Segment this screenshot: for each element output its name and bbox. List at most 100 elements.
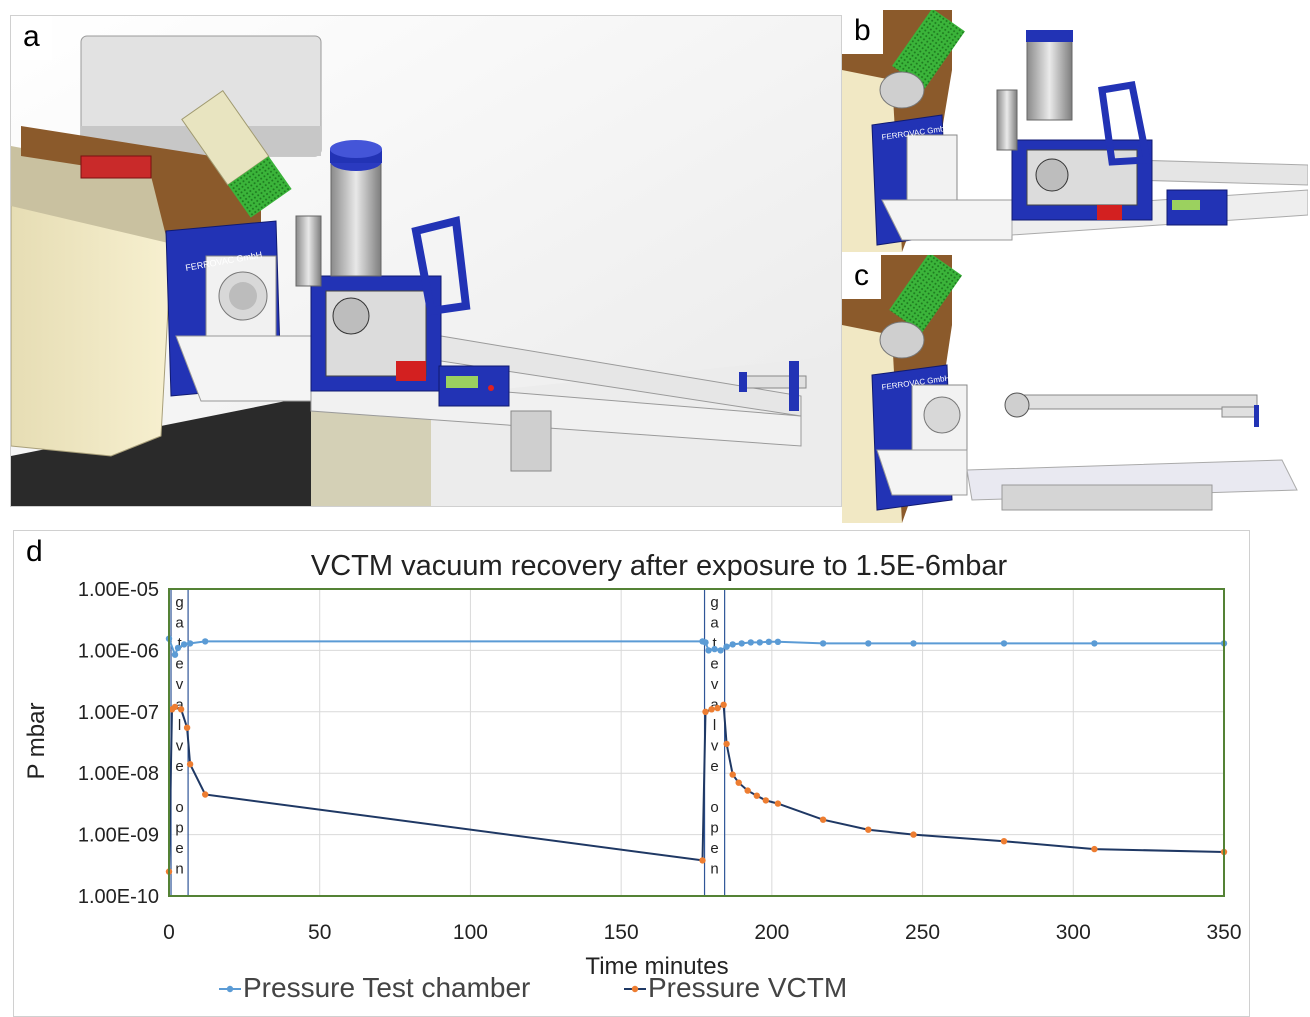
legend-label: Pressure Test chamber [243, 972, 530, 1003]
y-tick-label: 1.00E-08 [78, 763, 159, 785]
series-vctm [165, 701, 1228, 875]
annotation-letter: p [175, 820, 183, 837]
data-point [711, 645, 718, 653]
data-point [202, 791, 209, 798]
render-c-image: FERROVAC GmbH [842, 255, 1308, 523]
data-point [910, 640, 917, 647]
annotation-letter: l [178, 717, 181, 734]
annotation-letter: n [710, 861, 718, 878]
panel-label-b: b [842, 10, 883, 54]
data-point [756, 639, 763, 646]
series-line [168, 638, 1224, 658]
annotation-letter: t [712, 635, 717, 652]
data-point [174, 644, 182, 652]
annotation-letter: e [710, 840, 718, 857]
data-point [747, 639, 754, 646]
annotation-letter: e [175, 840, 183, 857]
data-point [738, 640, 745, 647]
data-point [702, 708, 709, 715]
annotation-letter: v [176, 738, 184, 755]
legend-label: Pressure VCTM [648, 972, 847, 1003]
data-point [171, 703, 179, 711]
x-tick-label: 50 [308, 921, 331, 944]
data-point [699, 857, 706, 864]
annotation-letter: v [176, 676, 184, 693]
panel-a-render: FERROVAC GmbH a [10, 15, 842, 507]
panel-c-render: FERROVAC GmbH c [842, 255, 1308, 523]
legend-marker [631, 985, 639, 993]
render-b-image: FERROVAC GmbH [842, 10, 1308, 252]
data-point [865, 640, 872, 647]
annotation-letter: a [710, 697, 719, 714]
annotation-letter: n [175, 861, 183, 878]
x-tick-label: 350 [1206, 921, 1241, 944]
legend-item: Pressure VCTM [624, 972, 847, 1003]
panel-label-a: a [11, 16, 52, 60]
y-axis-label: P mbar [23, 703, 50, 780]
data-point [762, 797, 769, 804]
data-point [717, 647, 724, 654]
data-point [202, 638, 209, 645]
data-point [865, 826, 872, 833]
annotation-letter: a [710, 615, 719, 632]
y-tick-label: 1.00E-05 [78, 579, 159, 601]
series-test-chamber [165, 635, 1228, 658]
annotation-letter: e [175, 656, 183, 673]
annotation-letter: a [175, 615, 184, 632]
data-point [910, 831, 917, 838]
render-a-image: FERROVAC GmbH [11, 16, 841, 506]
x-tick-label: 0 [163, 921, 175, 944]
data-point [705, 647, 712, 654]
y-tick-label: 1.00E-07 [78, 702, 159, 724]
data-point [729, 771, 736, 778]
x-tick-label: 300 [1056, 921, 1091, 944]
data-point [1091, 640, 1098, 647]
annotation-letter: o [710, 799, 718, 816]
data-point [1000, 838, 1008, 845]
panel-d-chart: VCTM vacuum recovery after exposure to 1… [13, 530, 1250, 1017]
data-point [177, 706, 185, 713]
data-point [1091, 845, 1098, 853]
data-point [729, 641, 736, 648]
chart-title: VCTM vacuum recovery after exposure to 1… [311, 550, 1008, 582]
panel-label-c: c [842, 255, 881, 299]
pressure-chart: VCTM vacuum recovery after exposure to 1… [23, 550, 1242, 1003]
y-tick-label: 1.00E-06 [78, 640, 159, 662]
panel-b-render: FERROVAC GmbH b [842, 10, 1308, 252]
annotation-letter: a [175, 697, 184, 714]
annotation-letter: e [710, 758, 718, 775]
panel-label-d: d [14, 531, 55, 575]
data-point [774, 638, 782, 645]
annotation-letter: t [177, 635, 182, 652]
data-point [186, 761, 194, 768]
annotation-letter: o [175, 799, 183, 816]
legend-marker [226, 985, 234, 993]
annotation-letter: v [711, 738, 719, 755]
x-tick-label: 250 [905, 921, 940, 944]
data-point [723, 643, 730, 650]
x-axis-label: Time minutes [585, 953, 728, 980]
annotation-letter: e [710, 656, 718, 673]
data-point [723, 740, 730, 748]
data-point [819, 816, 827, 823]
x-tick-label: 100 [453, 921, 488, 944]
data-point [708, 706, 715, 713]
y-tick-label: 1.00E-10 [78, 886, 159, 908]
data-point [774, 800, 782, 807]
annotation-letter: p [710, 820, 718, 837]
data-point [171, 651, 179, 658]
x-tick-label: 150 [604, 921, 639, 944]
data-point [765, 638, 772, 645]
annotation-letter: l [713, 717, 716, 734]
data-point [735, 779, 742, 786]
annotation-letter: v [711, 676, 719, 693]
annotation-letter: g [175, 594, 183, 611]
y-tick-label: 1.00E-09 [78, 825, 159, 847]
chart-legend: Pressure Test chamber Pressure VCTM [219, 972, 847, 1003]
data-point [714, 704, 721, 712]
data-point [183, 724, 191, 731]
data-point [186, 640, 194, 647]
data-point [720, 701, 727, 708]
